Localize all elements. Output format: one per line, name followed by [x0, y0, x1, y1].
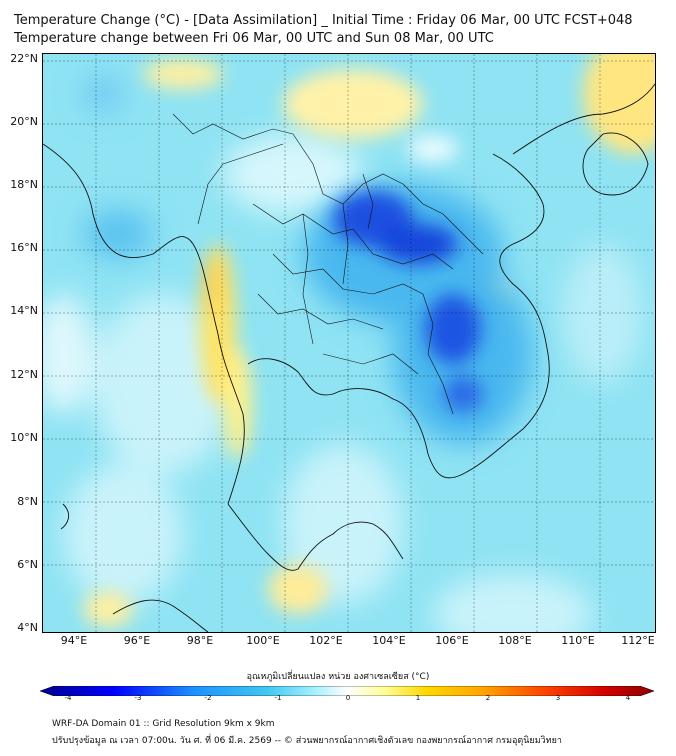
lon-label: 94°E — [60, 634, 88, 647]
footer-line-1: WRF-DA Domain 01 :: Grid Resolution 9km … — [52, 719, 275, 729]
field-cold-core — [333, 191, 483, 412]
lon-label: 106°E — [435, 634, 469, 647]
lon-label: 104°E — [372, 634, 406, 647]
grid-lines — [43, 54, 655, 632]
coastlines — [43, 83, 655, 632]
lat-label: 14°N — [10, 304, 38, 317]
lon-label: 110°E — [561, 634, 595, 647]
colorbar-tick: -4 — [64, 694, 72, 702]
colorbar-tick: 2 — [485, 694, 491, 702]
title-line-2: Temperature change between Fri 06 Mar, 0… — [14, 31, 494, 46]
lon-label: 96°E — [123, 634, 151, 647]
lat-label: 20°N — [10, 115, 38, 128]
lon-label: 102°E — [309, 634, 343, 647]
colorbar-tick: 1 — [415, 694, 421, 702]
colorbar-label: อุณหภูมิเปลี่ยนแปลง หน่วย องศาเซลเซียส (… — [246, 672, 430, 682]
colorbar-tick: -2 — [204, 694, 212, 702]
colorbar-tick: -3 — [134, 694, 142, 702]
lat-label: 8°N — [17, 495, 38, 508]
lon-label: 98°E — [186, 634, 214, 647]
colorbar-tick: 0 — [345, 694, 351, 702]
lon-label: 100°E — [246, 634, 280, 647]
lat-label: 18°N — [10, 178, 38, 191]
field-warm-patches — [83, 54, 655, 627]
map-title: Temperature Change (°C) - [Data Assimila… — [14, 12, 633, 48]
province-borders — [172, 113, 484, 415]
lat-label: 22°N — [10, 52, 38, 65]
colorbar-tick: 4 — [625, 694, 631, 702]
lon-label: 108°E — [498, 634, 532, 647]
map-canvas — [43, 54, 655, 632]
lat-label: 10°N — [10, 431, 38, 444]
colorbar-tick: 3 — [555, 694, 561, 702]
lon-label: 112°E — [621, 634, 655, 647]
lat-label: 12°N — [10, 368, 38, 381]
colorbar — [39, 681, 655, 697]
title-line-1: Temperature Change (°C) - [Data Assimila… — [14, 13, 633, 28]
lat-label: 6°N — [17, 558, 38, 571]
temperature-change-map — [42, 53, 656, 633]
lat-label: 16°N — [10, 241, 38, 254]
colorbar-tick: -1 — [274, 694, 282, 702]
lat-label: 4°N — [17, 621, 38, 634]
field-light-patches — [43, 134, 643, 632]
footer-line-2: ปรับปรุงข้อมูล ณ เวลา 07:00น. วัน ศ. ที่… — [52, 736, 562, 746]
